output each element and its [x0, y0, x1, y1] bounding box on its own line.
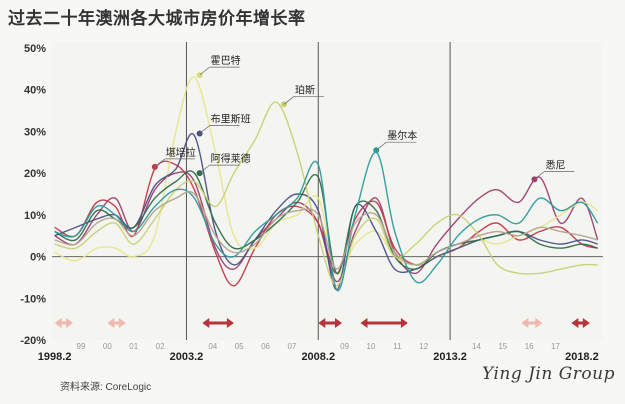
annotation-leader: [199, 66, 210, 76]
y-tick-label: -20%: [20, 335, 46, 347]
x-minor-tick-label: 16: [525, 342, 534, 351]
x-minor-tick-label: 01: [129, 342, 138, 351]
x-minor-tick-label: 14: [472, 342, 481, 351]
x-major-tick-label: 2013.2: [433, 351, 467, 363]
annotation-leader: [283, 96, 295, 105]
rate-arrow-head-right: [335, 318, 342, 328]
x-minor-tick-label: 05: [235, 342, 244, 351]
annotation-leader: [199, 125, 210, 134]
x-major-tick-label: 2018.2: [565, 351, 599, 363]
x-minor-tick-label: 00: [103, 342, 112, 351]
x-minor-tick-label: 11: [393, 342, 402, 351]
source-note: 资料来源: CoreLogic: [60, 382, 152, 393]
annotation-label: 阿得莱德: [211, 152, 251, 165]
x-minor-tick-label: 07: [287, 342, 296, 351]
x-major-tick-label: 1998.2: [38, 351, 72, 363]
x-major-tick-label: 2008.2: [301, 351, 335, 363]
x-minor-tick-label: 10: [367, 342, 376, 351]
annotation-leader: [199, 164, 210, 174]
watermark-logo: Ying Jin Group: [482, 364, 615, 384]
annotation-label: 堪培拉: [166, 146, 196, 159]
x-major-tick-label: 2003.2: [170, 351, 204, 363]
y-tick-label: 30%: [24, 126, 46, 138]
x-minor-tick-label: 15: [498, 342, 507, 351]
rate-arrow-head-left: [318, 318, 326, 328]
rate-arrow-head-right: [118, 318, 126, 328]
rate-arrow-head-left: [107, 318, 115, 328]
x-minor-tick-label: 09: [340, 342, 349, 351]
rate-arrow-head-right: [535, 318, 543, 328]
y-tick-label: 50%: [24, 43, 46, 55]
rate-arrow-head-left: [202, 318, 210, 328]
series-line-8: [54, 190, 598, 270]
y-tick-label: -10%: [20, 293, 46, 305]
rate-arrow-head-left: [571, 318, 579, 328]
rate-arrow-head-left: [521, 318, 529, 328]
y-tick-label: 10%: [24, 210, 46, 222]
x-minor-tick-label: 04: [208, 342, 217, 351]
annotation-label: 布里斯班: [211, 113, 251, 126]
x-minor-tick-label: 99: [77, 342, 86, 351]
rate-arrow-head-right: [226, 318, 234, 328]
annotation-leader: [154, 158, 166, 168]
x-minor-tick-label: 17: [551, 342, 560, 351]
y-tick-label: 0%: [30, 252, 46, 264]
series-line-3: [54, 76, 599, 276]
annotation-label: 墨尔本: [387, 129, 417, 142]
rate-arrow-head-right: [66, 318, 74, 328]
annotation-leader: [534, 171, 545, 180]
rate-arrow-head-left: [360, 318, 368, 328]
rate-arrow-head-right: [400, 318, 408, 328]
y-tick-label: 40%: [24, 85, 46, 97]
series-line-6: [54, 101, 598, 287]
annotation-label: 珀斯: [295, 83, 315, 96]
annotation-leader: [376, 141, 387, 151]
x-minor-tick-label: 02: [156, 342, 165, 351]
rate-arrow-head-left: [54, 318, 62, 328]
x-minor-tick-label: 12: [419, 342, 428, 351]
y-tick-label: 20%: [24, 168, 46, 180]
plot-area: [52, 42, 603, 340]
annotation-label: 霍巴特: [211, 55, 241, 67]
annotation-label: 悉尼: [545, 159, 565, 171]
chart-title: 过去二十年澳洲各大城市房价年增长率: [8, 9, 306, 29]
rate-arrow-head-right: [582, 318, 590, 328]
x-minor-tick-label: 06: [261, 342, 270, 351]
